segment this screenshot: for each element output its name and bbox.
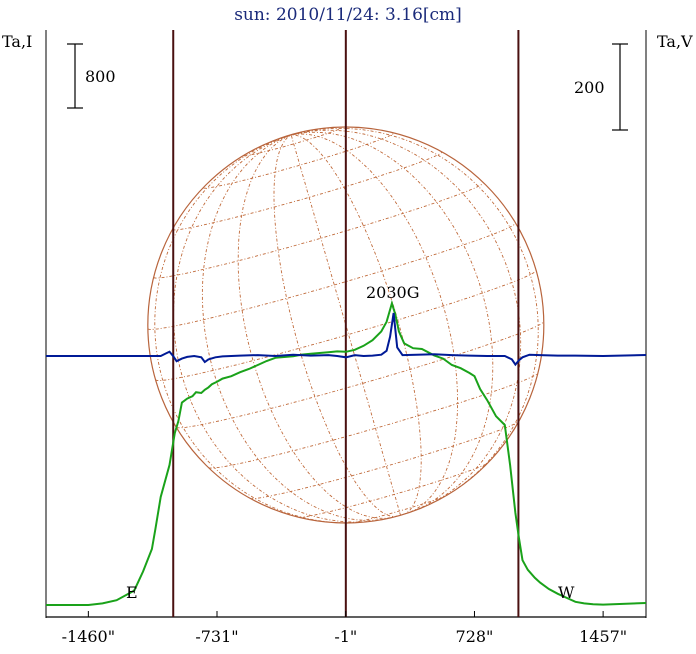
longitude-line [291,133,459,513]
east-limb-label: E [126,583,138,602]
x-tick-label: -731" [195,627,238,646]
intensity-scale-label: 800 [85,67,116,86]
longitude-line [291,129,522,511]
latitude-line [176,321,544,429]
longitude-line [154,134,362,523]
latitude-line [350,494,448,523]
longitude-line [201,134,387,521]
longitude-line [291,131,494,512]
x-tick-label: -1" [334,627,357,646]
longitude-line [173,134,384,523]
series-line-polarization [46,312,647,367]
series-line-intensity [46,299,647,606]
right-axis-label: Ta,V [657,32,693,51]
polarization-scale-bar [612,43,628,131]
x-tick-label: 728" [456,627,494,646]
peak-annotation: 2030G [366,283,420,302]
latitude-line [153,182,484,279]
x-tick-label: 1457" [579,627,627,646]
x-tick-label: -1460" [62,627,115,646]
latitude-line [250,420,520,500]
polarization-scale-label: 200 [574,78,605,97]
left-axis-label: Ta,I [2,32,32,51]
intensity-scale-bar [67,43,83,109]
west-limb-label: W [558,583,575,602]
limb-lines [172,30,520,617]
latitude-line [203,133,395,189]
longitude-line [273,134,399,517]
latitude-line [208,372,539,469]
longitude-line [237,134,391,519]
chart-title: sun: 2010/11/24: 3.16[cm] [234,5,462,25]
x-axis-ticks: -1460" -731" -1" 728" 1457" [62,611,627,646]
longitude-line [291,134,422,515]
longitude-line [290,134,401,516]
